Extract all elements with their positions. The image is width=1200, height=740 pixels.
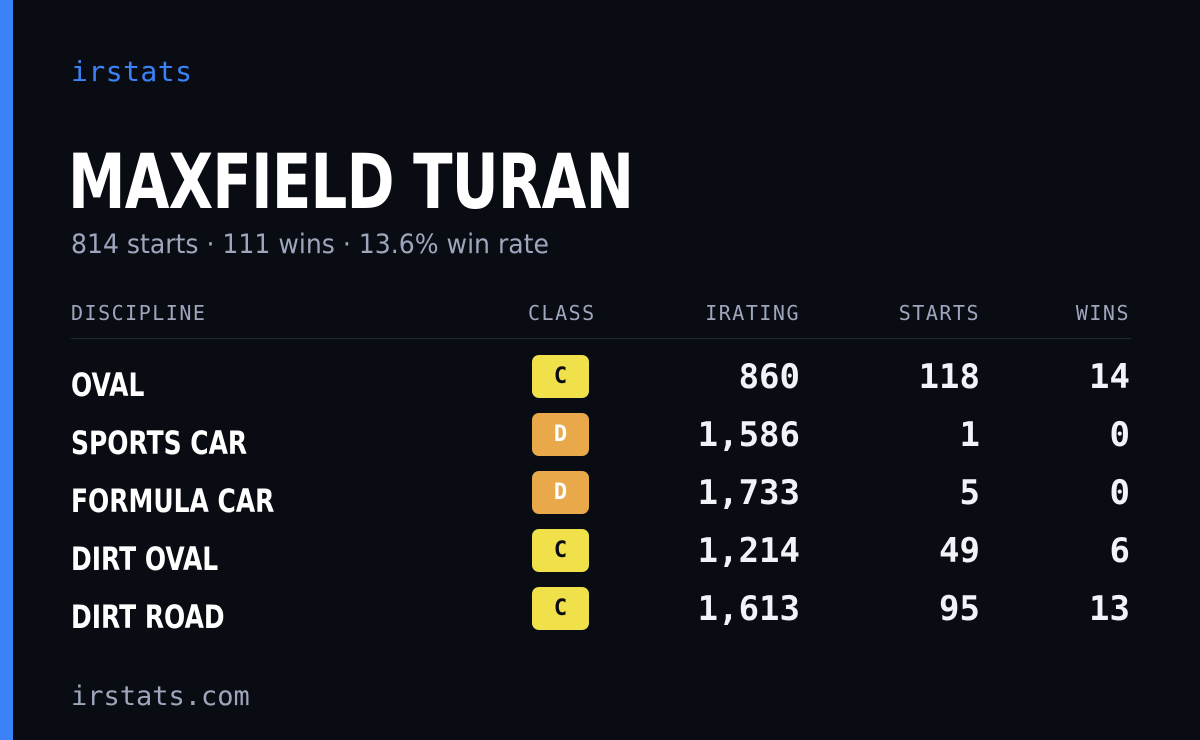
table-row: DIRT OVAL C 1,214 49 6 [71, 529, 1131, 587]
driver-name: MAXFIELD TURAN [68, 137, 634, 226]
irating-value: 1,733 [697, 473, 800, 513]
discipline-name: DIRT OVAL [71, 540, 219, 578]
accent-bar [0, 0, 13, 740]
discipline-name: SPORTS CAR [71, 424, 248, 462]
wins-value: 0 [1109, 415, 1130, 455]
starts-value: 118 [918, 357, 980, 397]
class-badge: C [532, 587, 589, 630]
starts-value: 49 [939, 531, 980, 571]
discipline-name: DIRT ROAD [71, 598, 225, 636]
header-wins: WINS [1075, 301, 1130, 325]
starts-value: 95 [939, 589, 980, 629]
table-header: DISCIPLINE CLASS IRATING STARTS WINS [71, 300, 1131, 339]
wins-value: 6 [1109, 531, 1130, 571]
starts-value: 1 [959, 415, 980, 455]
header-irating: IRATING [705, 301, 800, 325]
table-row: FORMULA CAR D 1,733 5 0 [71, 471, 1131, 529]
header-starts: STARTS [898, 301, 980, 325]
header-class: CLASS [528, 301, 596, 325]
discipline-name: FORMULA CAR [71, 482, 275, 520]
driver-summary: 814 starts · 111 wins · 13.6% win rate [71, 229, 549, 260]
wins-value: 0 [1109, 473, 1130, 513]
irating-value: 1,586 [697, 415, 800, 455]
wins-value: 13 [1089, 589, 1130, 629]
discipline-name: OVAL [71, 366, 145, 404]
class-badge: D [532, 413, 589, 456]
brand-logo: irstats [71, 55, 193, 88]
table-row: OVAL C 860 118 14 [71, 355, 1131, 413]
table-row: DIRT ROAD C 1,613 95 13 [71, 587, 1131, 645]
class-badge: C [532, 529, 589, 572]
footer-domain: irstats.com [71, 681, 250, 712]
starts-value: 5 [959, 473, 980, 513]
irating-value: 1,214 [697, 531, 800, 571]
wins-value: 14 [1089, 357, 1130, 397]
table-body: OVAL C 860 118 14 SPORTS CAR D 1,586 1 0… [71, 355, 1131, 645]
class-badge: D [532, 471, 589, 514]
header-discipline: DISCIPLINE [71, 301, 207, 325]
irating-value: 1,613 [697, 589, 800, 629]
table-row: SPORTS CAR D 1,586 1 0 [71, 413, 1131, 471]
irating-value: 860 [738, 357, 800, 397]
stats-table: DISCIPLINE CLASS IRATING STARTS WINS OVA… [71, 300, 1131, 645]
class-badge: C [532, 355, 589, 398]
